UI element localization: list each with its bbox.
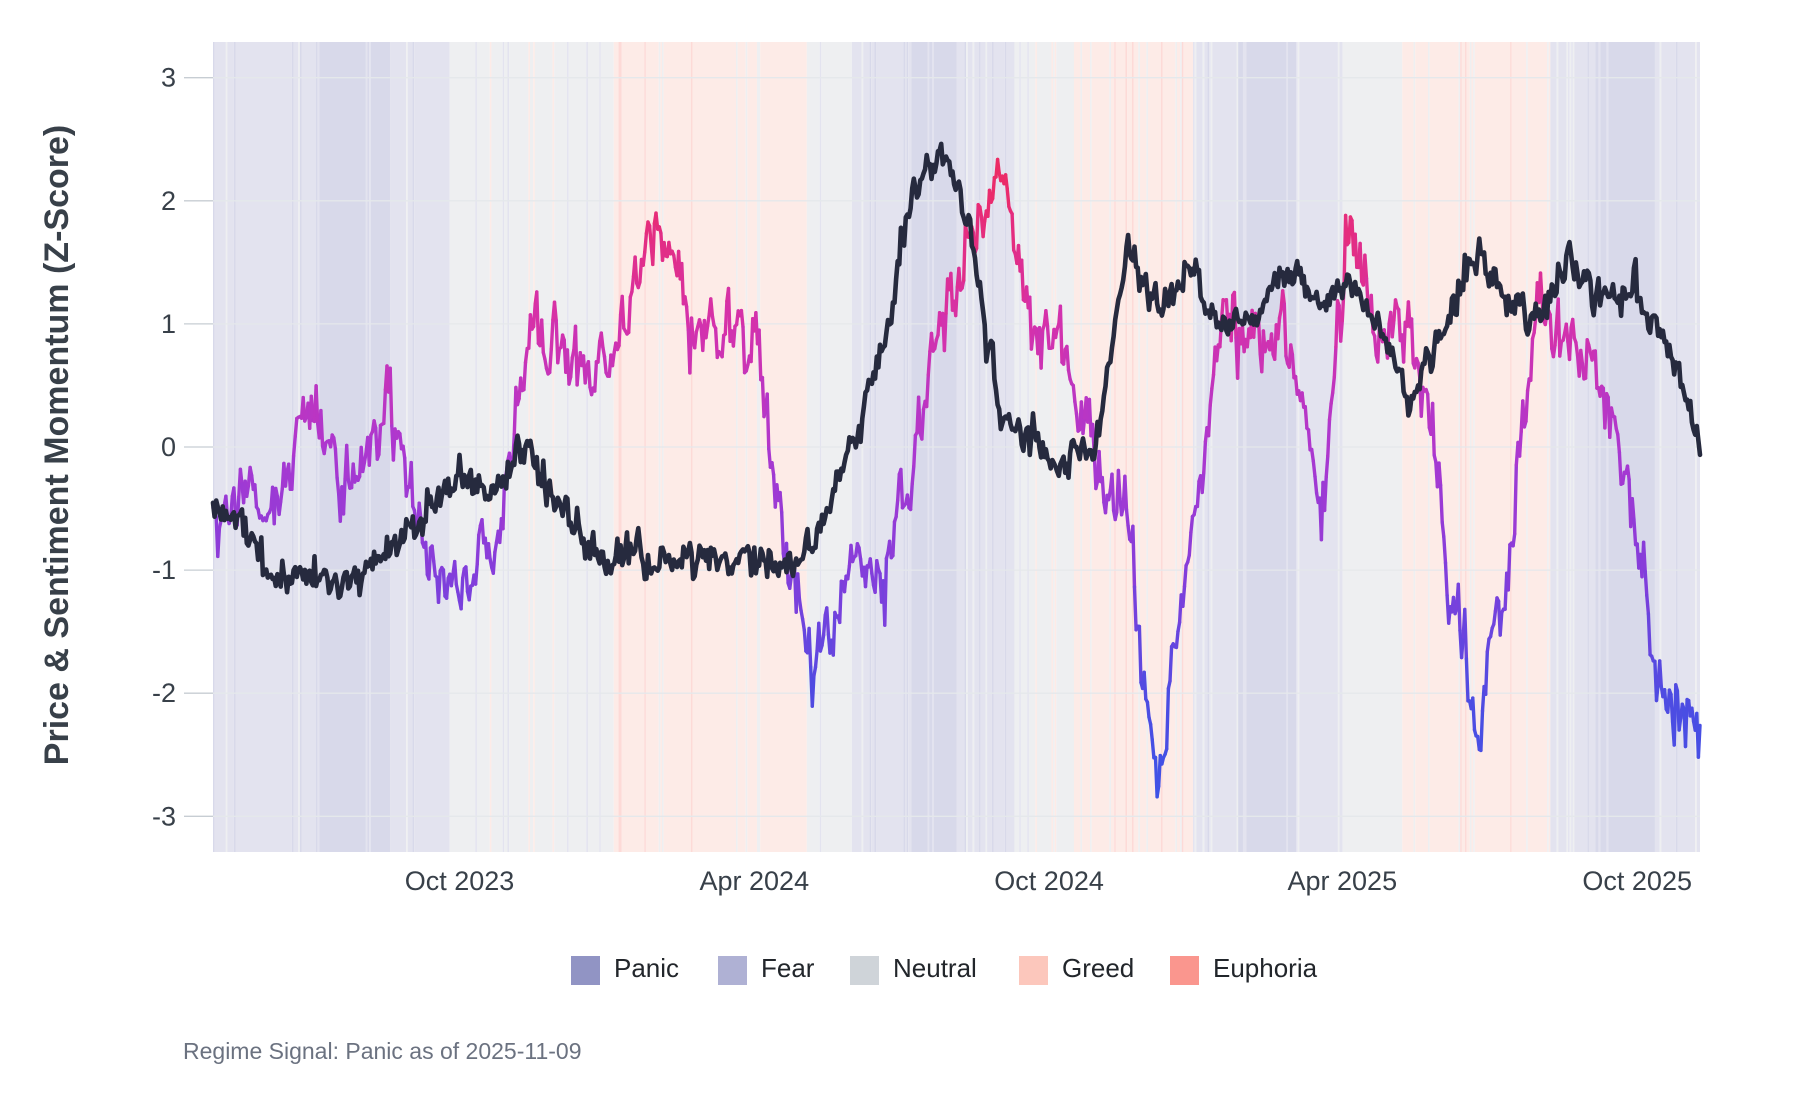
svg-text:1: 1	[161, 309, 176, 339]
svg-text:Panic: Panic	[614, 953, 679, 983]
svg-text:0: 0	[161, 432, 176, 462]
svg-text:Greed: Greed	[1062, 953, 1134, 983]
svg-text:Apr 2025: Apr 2025	[1288, 866, 1398, 896]
svg-text:-1: -1	[152, 555, 176, 585]
svg-text:Fear: Fear	[761, 953, 815, 983]
svg-text:Apr 2024: Apr 2024	[700, 866, 810, 896]
svg-text:-3: -3	[152, 801, 176, 831]
svg-text:Regime Signal: Panic as of 202: Regime Signal: Panic as of 2025-11-09	[183, 1038, 581, 1064]
svg-text:Neutral: Neutral	[893, 953, 977, 983]
svg-text:Oct 2023: Oct 2023	[405, 866, 515, 896]
svg-text:2: 2	[161, 186, 176, 216]
svg-text:Oct 2025: Oct 2025	[1582, 866, 1692, 896]
svg-text:Oct 2024: Oct 2024	[994, 866, 1104, 896]
svg-text:Price & Sentiment Momentum (Z-: Price & Sentiment Momentum (Z-Score)	[38, 125, 76, 765]
svg-text:3: 3	[161, 63, 176, 93]
svg-text:-2: -2	[152, 678, 176, 708]
svg-text:Euphoria: Euphoria	[1213, 953, 1318, 983]
